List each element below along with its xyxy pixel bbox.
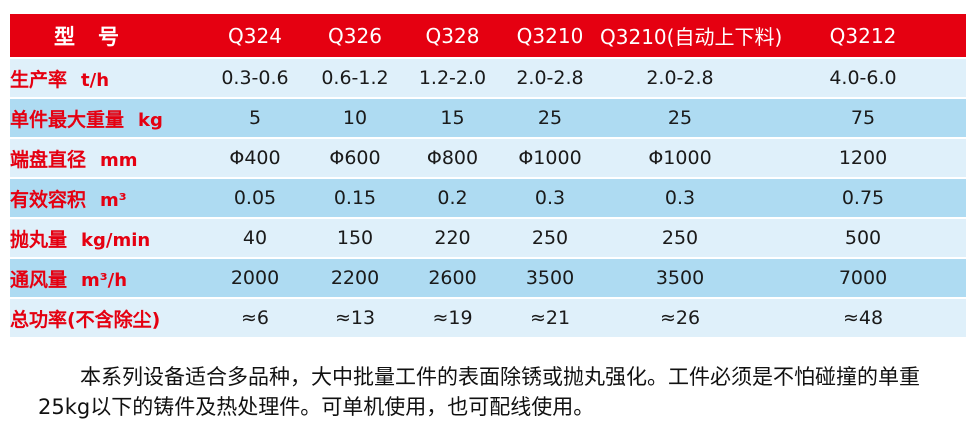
table-row-total-power: 总功率(不含除尘) ≈6 ≈13 ≈19 ≈21 ≈26 ≈48 [10, 299, 966, 337]
spec-value: 1.2-2.0 [418, 67, 487, 89]
spec-value: 0.05 [233, 187, 277, 209]
row-label-cell: 生产率 t/h [10, 59, 205, 97]
spec-value: 2.0-2.8 [646, 67, 714, 89]
spec-value: Φ400 [229, 147, 281, 169]
row-label: 抛丸量 [10, 228, 68, 251]
table-row-production-rate: 生产率 t/h 0.3-0.6 0.6-1.2 1.2-2.0 2.0-2.8 2… [10, 59, 966, 97]
spec-value: ≈48 [842, 307, 884, 329]
spec-value: ≈13 [334, 307, 376, 329]
spec-value: 75 [850, 107, 876, 129]
table-header-row: 型 号 Q324 Q326 Q328 Q3210 Q3210(自动上下料) Q3… [10, 14, 966, 57]
column-header-q3212: Q3212 [829, 23, 897, 48]
spec-value: ≈26 [659, 307, 701, 329]
spec-value: 4.0-6.0 [829, 67, 897, 89]
row-label-cell: 有效容积 m³ [10, 179, 205, 217]
spec-value: 25 [537, 107, 563, 129]
row-label-cell: 抛丸量 kg/min [10, 219, 205, 257]
spec-value: 3500 [525, 267, 575, 289]
spec-value: 2000 [230, 267, 280, 289]
row-unit: t/h [81, 69, 110, 91]
column-header-q324: Q324 [228, 23, 282, 48]
spec-value: ≈19 [432, 307, 473, 329]
spec-value: 2600 [428, 267, 477, 289]
table-row-max-piece-weight: 单件最大重量 kg 5 10 15 25 25 75 [10, 99, 966, 137]
spec-value: 7000 [838, 267, 888, 289]
spec-value: 0.75 [841, 187, 885, 209]
spec-value: Φ600 [329, 147, 381, 169]
row-label: 单件最大重量 [10, 108, 125, 131]
spec-value: Φ1000 [518, 147, 582, 169]
column-header-q3210-auto: Q3210(自动上下料) [600, 25, 783, 49]
row-unit: m³ [100, 189, 127, 211]
spec-value: 0.6-1.2 [321, 67, 389, 89]
column-header-q3210: Q3210 [516, 23, 584, 48]
row-unit: kg [138, 109, 163, 131]
spec-value: 0.2 [437, 187, 468, 209]
row-label: 端盘直径 [10, 148, 87, 171]
row-unit: kg/min [81, 229, 151, 251]
row-label-cell: 单件最大重量 kg [10, 99, 205, 137]
column-header-q326: Q326 [328, 23, 382, 48]
table-row-disk-diameter: 端盘直径 mm Φ400 Φ600 Φ800 Φ1000 Φ1000 1200 [10, 139, 966, 177]
spec-value: 10 [342, 107, 368, 129]
row-label: 生产率 [10, 68, 68, 91]
spec-value: 250 [661, 227, 699, 249]
description-line-2: 25kg以下的铸件及热处理件。可单机使用，也可配线使用。 [38, 395, 595, 419]
spec-value: 250 [531, 227, 569, 249]
spec-value: 0.3-0.6 [221, 67, 289, 89]
column-header-q328: Q328 [425, 23, 480, 48]
spec-table: 型 号 Q324 Q326 Q328 Q3210 Q3210(自动上下料) Q3… [10, 12, 966, 339]
row-label: 有效容积 [10, 188, 87, 211]
spec-value: 25 [667, 107, 693, 129]
row-unit: m³/h [81, 269, 128, 291]
spec-value: 0.3 [664, 187, 696, 209]
spec-value: Φ800 [426, 147, 479, 169]
spec-value: 40 [242, 227, 268, 249]
table-row-effective-volume: 有效容积 m³ 0.05 0.15 0.2 0.3 0.3 0.75 [10, 179, 966, 217]
spec-value: ≈21 [529, 307, 571, 329]
spec-value: 2.0-2.8 [516, 67, 584, 89]
row-label-cell: 总功率(不含除尘) [10, 299, 205, 337]
spec-value: 5 [248, 107, 262, 129]
spec-value: 0.3 [534, 187, 566, 209]
spec-value: Φ1000 [648, 147, 712, 169]
row-label-cell: 端盘直径 mm [10, 139, 205, 177]
spec-value: 15 [440, 107, 465, 129]
spec-value: 220 [434, 227, 471, 249]
spec-value: 1200 [838, 147, 888, 169]
model-header-cell: 型 号 [54, 24, 120, 49]
spec-value: 2200 [330, 267, 380, 289]
spec-value: ≈6 [240, 307, 269, 329]
description-paragraph: 本系列设备适合多品种，大中批量工件的表面除锈或抛丸强化。工件必须是不怕碰撞的单重… [38, 362, 968, 422]
row-label: 通风量 [10, 268, 68, 291]
spec-value: 150 [336, 227, 374, 249]
spec-value: 0.15 [333, 187, 377, 209]
row-unit: mm [100, 149, 138, 171]
table-row-ventilation: 通风量 m³/h 2000 2200 2600 3500 3500 7000 [10, 259, 966, 297]
row-label-cell: 通风量 m³/h [10, 259, 205, 297]
spec-value: 3500 [655, 267, 705, 289]
spec-value: 500 [844, 227, 882, 249]
table-row-shot-flow: 抛丸量 kg/min 40 150 220 250 250 500 [10, 219, 966, 257]
row-label: 总功率(不含除尘) [10, 308, 161, 331]
description-line-1: 本系列设备适合多品种，大中批量工件的表面除锈或抛丸强化。工件必须是不怕碰撞的单重 [80, 365, 920, 389]
